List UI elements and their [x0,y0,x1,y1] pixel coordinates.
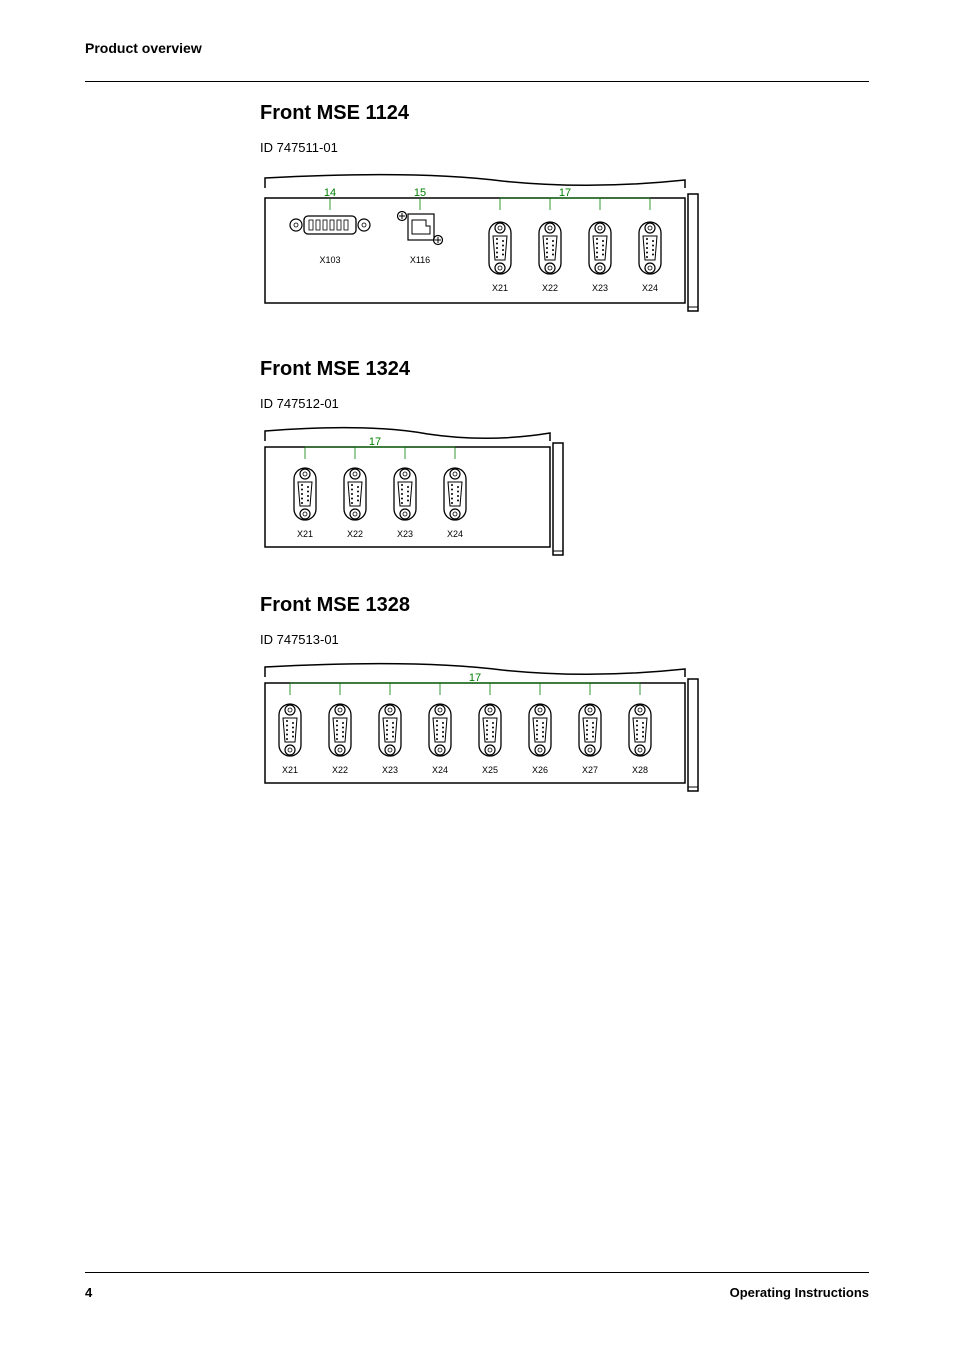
section-1324: Front MSE 1324 ID 747512-01 17 X21 X22 X23 X… [260,358,869,569]
svg-text:X116: X116 [410,255,430,265]
svg-text:X21: X21 [297,529,313,539]
svg-text:X103: X103 [319,255,340,265]
section-1124: Front MSE 1124 ID 747511-01 14 15 17 X103 X1… [260,102,869,333]
svg-text:14: 14 [324,187,336,199]
svg-text:X24: X24 [642,283,658,293]
svg-text:X27: X27 [582,765,598,775]
page-header: Product overview [85,40,869,56]
page-footer: 4 Operating Instructions [85,1272,869,1300]
svg-text:X22: X22 [542,283,558,293]
svg-text:X23: X23 [592,283,608,293]
svg-text:X21: X21 [492,283,508,293]
svg-text:X24: X24 [447,529,463,539]
svg-text:X28: X28 [632,765,648,775]
section-title: Front MSE 1124 [260,102,869,125]
svg-text:X23: X23 [382,765,398,775]
section-1328: Front MSE 1328 ID 747513-01 17 X21 X22 X23 X… [260,594,869,805]
svg-text:X22: X22 [332,765,348,775]
header-divider [85,81,869,82]
id-text: ID 747513-01 [260,632,869,647]
page-number: 4 [85,1285,92,1300]
svg-text:17: 17 [469,672,481,684]
svg-text:X25: X25 [482,765,498,775]
svg-text:X26: X26 [532,765,548,775]
svg-text:X23: X23 [397,529,413,539]
footer-divider [85,1272,869,1273]
section-title: Front MSE 1328 [260,594,869,617]
svg-text:17: 17 [559,187,571,199]
svg-text:17: 17 [369,436,381,448]
section-title: Front MSE 1324 [260,358,869,381]
content-area: Front MSE 1124 ID 747511-01 14 15 17 X103 X1… [260,102,869,805]
diagram-1124: 14 15 17 X103 X116 X21 X22 X23 X24 [260,163,700,333]
svg-text:15: 15 [414,187,426,199]
id-text: ID 747511-01 [260,140,869,155]
diagram-1328: 17 X21 X22 X23 X24 X25 X26 X27 X28 [260,655,700,805]
diagram-1324: 17 X21 X22 X23 X24 [260,419,565,569]
svg-text:X21: X21 [282,765,298,775]
footer-label: Operating Instructions [730,1285,869,1300]
id-text: ID 747512-01 [260,396,869,411]
svg-text:X22: X22 [347,529,363,539]
svg-text:X24: X24 [432,765,448,775]
